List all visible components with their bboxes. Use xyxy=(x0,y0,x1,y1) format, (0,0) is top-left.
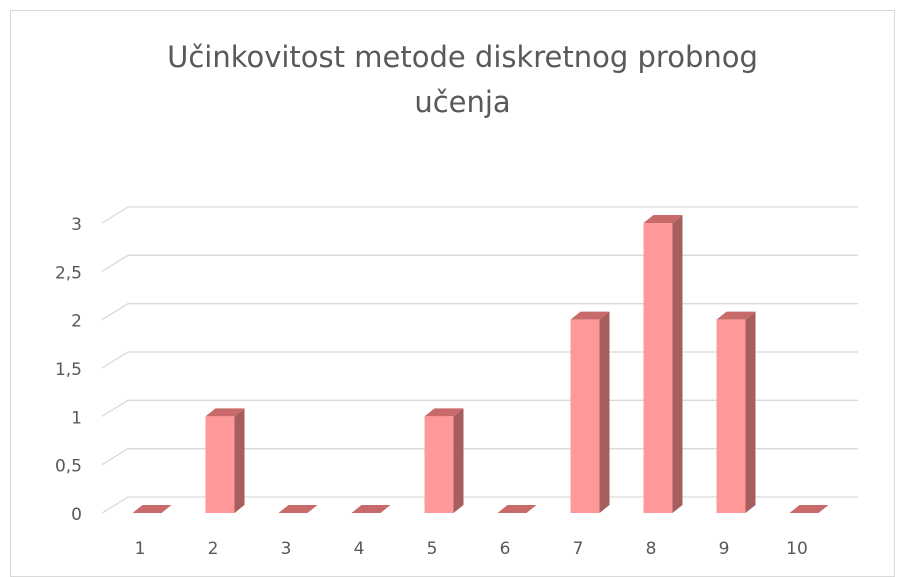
bar xyxy=(205,416,235,513)
grid-line xyxy=(101,496,858,514)
bar-top xyxy=(643,215,683,223)
bar-side xyxy=(599,311,610,513)
x-tick-label: 7 xyxy=(573,539,584,559)
y-tick-label: 1 xyxy=(71,408,82,428)
bar xyxy=(570,319,600,513)
bar-top xyxy=(716,311,756,320)
y-tick-label: 3 xyxy=(71,215,82,235)
y-tick-label: 0,5 xyxy=(55,457,82,477)
x-tick-label: 3 xyxy=(281,539,292,559)
y-tick-label: 2 xyxy=(71,312,82,332)
bar-side xyxy=(453,408,464,513)
bar-top xyxy=(789,505,829,513)
x-tick-label: 4 xyxy=(354,539,365,559)
grid-line xyxy=(101,254,858,272)
bar-top xyxy=(278,505,318,513)
bar xyxy=(424,416,454,513)
y-tick-label: 1,5 xyxy=(55,360,82,380)
bar xyxy=(716,319,746,513)
grid-line xyxy=(101,351,858,369)
x-tick-label: 5 xyxy=(427,539,438,559)
bar-top xyxy=(497,505,537,513)
y-tick-label: 2,5 xyxy=(55,263,82,283)
bar-top xyxy=(205,408,245,417)
grid-line xyxy=(101,303,858,321)
bar-side xyxy=(672,215,683,513)
bar-top xyxy=(570,311,610,320)
x-tick-label: 8 xyxy=(646,539,657,559)
grid-line xyxy=(101,448,858,466)
x-tick-label: 1 xyxy=(135,539,146,559)
chart-title: Učinkovitost metode diskretnog probnog u… xyxy=(167,40,758,119)
bar-side xyxy=(745,311,756,513)
grid-line xyxy=(101,206,858,224)
title-box: Učinkovitost metode diskretnog probnog u… xyxy=(167,40,758,119)
x-tick-label: 10 xyxy=(786,539,808,559)
bar-top xyxy=(351,505,391,513)
y-tick-label: 0 xyxy=(71,505,82,525)
x-tick-label: 9 xyxy=(719,539,730,559)
x-tick-label: 6 xyxy=(500,539,511,559)
bar-top xyxy=(132,505,172,513)
grid-line xyxy=(101,399,858,417)
bar-top xyxy=(424,408,464,417)
bar xyxy=(643,223,673,513)
bar-side xyxy=(234,408,245,513)
x-tick-label: 2 xyxy=(208,539,219,559)
